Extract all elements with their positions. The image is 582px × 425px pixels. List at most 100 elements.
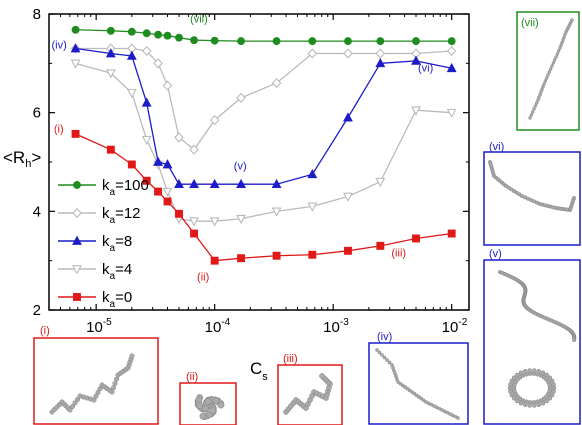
annotation-label: (v) [234,160,247,172]
inset-i-label: (i) [40,325,50,337]
data-point [272,251,281,260]
series-line [75,47,452,185]
bead [515,372,520,378]
data-point [126,89,137,99]
data-point [105,69,116,79]
data-point [343,48,353,59]
series-line [75,47,452,151]
bead [217,401,225,409]
data-point [70,43,81,53]
bead [542,82,546,86]
bead [572,338,577,343]
inset-ii-chain [194,394,225,421]
data-point [343,112,353,122]
bead [544,398,549,404]
data-point [411,106,421,116]
bead [375,348,379,352]
data-point [375,57,386,68]
data-point [412,234,420,243]
legend-entry: ka=4 [58,261,132,282]
inset-iv-label: (iv) [377,331,392,343]
data-point [127,160,136,169]
bead [319,373,325,379]
bead [540,401,546,406]
legend-label: ka=0 [102,289,132,310]
bead [196,401,203,409]
inset-v-chain [498,270,577,408]
annotation-label: (ii) [197,271,209,283]
plot-annotations: (vii) (iv) (vi) (v) (i) (ii) (iii) [52,13,434,283]
y-axis-label: <Rh> [3,148,41,170]
bead [544,76,549,80]
bead [527,403,532,408]
bead [554,55,558,59]
series-line [75,29,452,42]
bead [456,416,460,420]
bead [212,397,220,405]
data-point [236,214,246,225]
bead [544,372,549,378]
data-point [308,250,317,259]
data-point [141,97,152,107]
bead [385,358,389,362]
bead [528,116,532,120]
bead [380,353,384,357]
data-point [154,187,163,196]
legend-marker [73,181,81,189]
data-point [142,29,151,38]
bead [204,397,212,405]
annotation-label: (iv) [52,40,67,52]
data-point [308,37,317,46]
inset-iv-frame [368,342,469,425]
annotation-label: (vii) [190,13,208,25]
data-point [175,209,183,218]
data-point [343,192,353,202]
bead [69,404,75,410]
bead [508,389,513,394]
data-point [71,129,80,138]
series-4 [71,129,456,265]
legend-marker [72,207,82,219]
bead [523,402,528,407]
data-point [141,135,152,146]
bead [534,101,539,105]
x-tick-label: 10-5 [86,317,112,336]
data-series [70,25,457,265]
data-point [189,217,199,227]
bead [201,405,209,412]
bead [548,67,553,71]
y-axis-label-close: > [31,148,41,167]
data-point [190,229,199,238]
data-point [376,37,385,46]
data-point [375,177,386,188]
y-axis-label-sub: h [25,158,31,170]
data-point [154,30,163,39]
legend-marker [72,235,82,245]
bead [109,389,115,395]
data-point [106,26,115,35]
legend-marker [72,265,82,275]
inset-iii-chain [283,373,333,415]
bead [523,369,528,374]
data-point [153,58,163,69]
bead [512,375,517,380]
bead [129,353,135,359]
legend-entry: ka=100 [58,177,149,198]
data-point [272,37,281,46]
bead [515,398,520,404]
bead [543,79,548,83]
data-point [376,241,385,250]
data-point [174,132,184,143]
bead [532,403,537,408]
bead [530,110,535,114]
bead [529,113,534,117]
inset-iii-label: (iii) [283,353,298,365]
y-axis-label-main: <R [3,148,25,167]
data-point [127,27,136,36]
data-point [411,55,421,65]
data-point [105,48,116,58]
data-point [209,178,220,189]
bead [552,58,557,62]
data-point [210,36,219,45]
inset-i-chain [49,353,135,415]
